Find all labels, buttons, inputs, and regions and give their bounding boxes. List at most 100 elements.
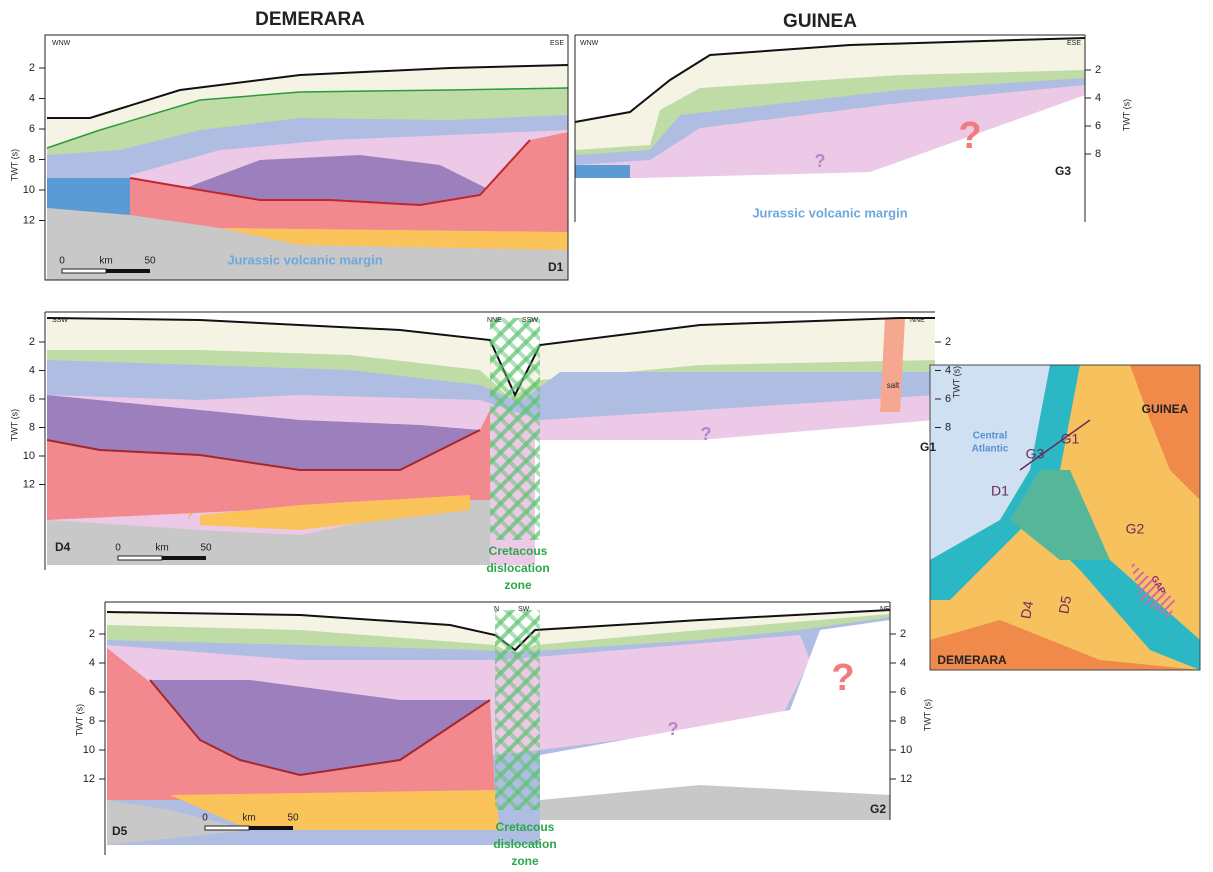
header: DEMERARA: [255, 9, 365, 30]
axis-title: TWT (s): [74, 704, 84, 736]
scale-bar: [249, 826, 293, 830]
section-d5-g2: [104, 601, 891, 855]
axis-title: TWT (s): [922, 699, 932, 731]
direction: WNW: [52, 40, 71, 47]
map-line-label: D5: [1055, 594, 1074, 615]
question-mark: ?: [668, 719, 679, 739]
direction: ESE: [550, 40, 564, 47]
tick-label: 6: [29, 393, 35, 405]
zone-label: dislocation: [493, 837, 556, 851]
section-label: D4: [55, 540, 71, 554]
map-line-label: G3: [1026, 446, 1045, 462]
direction: WNW: [580, 40, 599, 47]
map-line-label: D4: [1017, 599, 1036, 620]
direction: N: [494, 606, 499, 613]
direction: NNE: [487, 317, 502, 324]
tick-label: 4: [29, 92, 35, 104]
tick-label: 12: [23, 478, 35, 490]
location-map: [929, 364, 1201, 671]
tick-label: 8: [29, 421, 35, 433]
scale-bar: [106, 269, 150, 273]
question-mark: ?: [701, 424, 712, 444]
scale-label: km: [155, 543, 168, 554]
tick-label: 8: [945, 421, 951, 433]
axis-title: TWT (s): [9, 149, 19, 181]
tick-label: 10: [23, 184, 35, 196]
tick-label: 6: [900, 686, 906, 698]
salt-label: salt: [887, 381, 900, 390]
zone-label: zone: [511, 854, 539, 868]
section-d1: [44, 34, 569, 281]
scale-label: km: [242, 813, 255, 824]
scale-bar: [204, 825, 250, 831]
labels: WNW ESE D1 Jurassic volcanic margin WNW …: [52, 40, 1189, 868]
map-line-label: G1: [1061, 431, 1080, 447]
section-label: D1: [548, 260, 564, 274]
tick-label: 6: [1095, 120, 1101, 132]
scale-label: 50: [287, 813, 299, 824]
direction: SSW: [52, 317, 68, 324]
tick-label: 8: [900, 715, 906, 727]
direction: ESE: [1067, 40, 1081, 47]
question-mark: ?: [958, 115, 981, 157]
tick-label: 4: [1095, 92, 1101, 104]
direction: SW: [518, 606, 530, 613]
map-label: GUINEA: [1142, 402, 1189, 416]
tick-label: 4: [29, 364, 35, 376]
map-line-label: D1: [991, 483, 1009, 499]
tick-label: 10: [900, 744, 912, 756]
scale-label: 50: [200, 543, 212, 554]
section-label: D5: [112, 824, 128, 838]
tick-label: 8: [1095, 148, 1101, 160]
zone-label: Cretacous: [496, 820, 555, 834]
tick-label: 2: [29, 336, 35, 348]
scale-bar: [162, 556, 206, 560]
section-g3: [574, 34, 1086, 222]
annotation: Jurassic volcanic margin: [752, 205, 907, 220]
map-line-label: G2: [1126, 521, 1145, 537]
tick-label: 8: [29, 153, 35, 165]
scale-label: km: [99, 256, 112, 267]
section-d4-g1: [44, 311, 935, 570]
map-label: Atlantic: [972, 444, 1009, 455]
scale-label: 0: [59, 256, 65, 267]
tick-label: 4: [900, 657, 906, 669]
tick-label: 2: [900, 628, 906, 640]
direction: NE: [880, 606, 890, 613]
map-label: Central: [973, 431, 1008, 442]
tick-label: 2: [89, 628, 95, 640]
section-label: G3: [1055, 164, 1071, 178]
zone-label: zone: [504, 578, 532, 592]
section-label: G2: [870, 802, 886, 816]
tick-label: 6: [29, 123, 35, 135]
question-mark: ?: [815, 151, 826, 171]
header: GUINEA: [783, 11, 857, 32]
direction: NNE: [910, 317, 925, 324]
tick-label: 2: [1095, 64, 1101, 76]
zone-label: Cretacous: [489, 544, 548, 558]
scale-label: 50: [144, 256, 156, 267]
tick-label: 6: [945, 393, 951, 405]
tick-label: 6: [89, 686, 95, 698]
annotation: Jurassic volcanic margin: [227, 252, 382, 267]
scale-label: 0: [202, 813, 208, 824]
tick-label: 10: [23, 450, 35, 462]
tick-label: 4: [89, 657, 95, 669]
scale-bar: [61, 268, 107, 274]
axis-title: TWT (s): [9, 409, 19, 441]
axis-title: TWT (s): [951, 366, 961, 398]
tick-label: 10: [83, 744, 95, 756]
tick-label: 4: [945, 364, 951, 376]
map-label: DEMERARA: [937, 653, 1007, 667]
axis-title: TWT (s): [1121, 99, 1131, 131]
scale-label: 0: [115, 543, 121, 554]
tick-label: 8: [89, 715, 95, 727]
direction: SSW: [522, 317, 538, 324]
tick-label: 2: [945, 336, 951, 348]
question-mark: ?: [831, 657, 854, 699]
tick-label: 12: [83, 773, 95, 785]
tick-label: 12: [900, 773, 912, 785]
tick-label: 12: [23, 214, 35, 226]
scale-bar: [117, 555, 163, 561]
